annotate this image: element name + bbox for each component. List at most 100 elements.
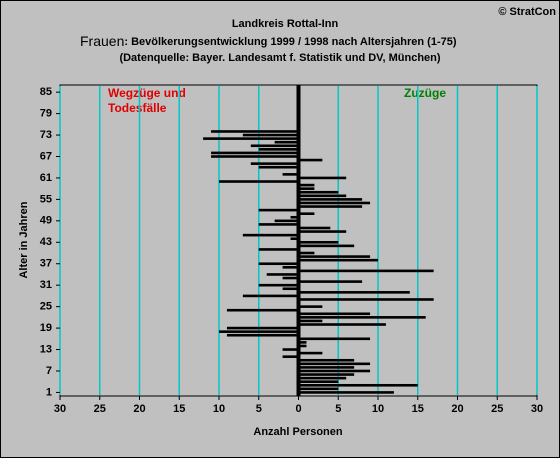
x-tick-label: 0 (295, 403, 301, 415)
bar (258, 148, 299, 151)
copyright: © StratCon (498, 6, 556, 18)
chart-title: Landkreis Rottal-Inn (232, 18, 339, 30)
bar (298, 323, 386, 326)
bar (242, 133, 299, 137)
bar (298, 344, 307, 348)
y-axis-label: Alter in Jahren (18, 201, 30, 278)
y-tick-label: 79 (40, 108, 52, 120)
bar (258, 208, 299, 212)
y-tick-label: 37 (40, 258, 52, 270)
bar (298, 240, 339, 244)
bar (282, 287, 299, 291)
bar (298, 376, 347, 380)
x-tick-label: 30 (531, 403, 543, 415)
bar (282, 348, 299, 351)
x-tick-label: 25 (491, 403, 503, 415)
annotation-left: Todesfälle (108, 101, 167, 115)
bar (274, 140, 299, 144)
bar (250, 162, 299, 165)
y-tick-label: 67 (40, 150, 52, 162)
x-tick-label: 15 (412, 403, 424, 415)
bar (298, 366, 355, 369)
bar (203, 137, 299, 140)
bar (250, 144, 299, 148)
bar (242, 294, 299, 298)
x-tick-label: 20 (451, 403, 463, 415)
bar (298, 380, 339, 384)
bar (298, 198, 363, 201)
y-tick-label: 31 (40, 279, 52, 291)
bar (298, 387, 339, 391)
bar (258, 262, 299, 266)
bar (219, 180, 299, 183)
bar (298, 373, 355, 376)
x-axis-label: Anzahl Personen (253, 426, 343, 438)
bar (290, 215, 299, 219)
bar (211, 130, 299, 133)
x-tick-label: 10 (213, 403, 225, 415)
y-tick-label: 61 (40, 172, 52, 184)
y-tick-label: 85 (40, 86, 52, 98)
bar (298, 337, 371, 341)
bar (226, 308, 299, 312)
y-tick-label: 49 (40, 215, 52, 227)
x-tick-label: 25 (94, 403, 106, 415)
bar (274, 219, 299, 223)
y-tick-label: 55 (40, 193, 52, 205)
y-tick-label: 73 (40, 129, 52, 141)
x-tick-label: 5 (335, 403, 341, 415)
bar (226, 326, 299, 330)
bar (298, 298, 434, 301)
bar (298, 316, 426, 319)
bar (298, 291, 410, 294)
subtitle-lead: Frauen (80, 33, 124, 49)
bar (298, 269, 434, 273)
annotation-left: Wegzüge und (108, 86, 186, 100)
bar (211, 155, 299, 158)
bar (298, 183, 315, 187)
bar (298, 230, 347, 233)
bar (298, 319, 323, 323)
chart-subtitle: Frauen: Bevölkerungsentwicklung 1999 / 1… (80, 33, 457, 49)
bar (211, 151, 299, 155)
bar (298, 280, 363, 283)
bar (298, 201, 371, 205)
y-tick-label: 13 (40, 343, 52, 355)
x-tick-label: 15 (173, 403, 185, 415)
bar (298, 255, 371, 258)
bar (258, 223, 299, 226)
bar (298, 176, 347, 180)
bar (298, 258, 378, 262)
source: (Datenquelle: Bayer. Landesamt f. Statis… (119, 52, 440, 64)
bar (258, 248, 299, 251)
bar (282, 276, 299, 280)
bar (298, 251, 315, 255)
bar (298, 158, 323, 162)
annotation-right: Zuzüge (404, 86, 446, 100)
bar (298, 212, 315, 215)
bar (282, 266, 299, 269)
bar (266, 273, 299, 276)
subtitle: : Bevölkerungsentwicklung 1999 / 1998 na… (124, 36, 456, 48)
bar (298, 358, 355, 362)
bar (282, 173, 299, 176)
bar (298, 369, 371, 373)
bar (298, 244, 355, 248)
bar (219, 330, 299, 333)
bar (242, 233, 299, 237)
bar (298, 312, 371, 316)
bar (298, 187, 315, 190)
bar (298, 194, 347, 198)
y-tick-label: 7 (46, 365, 52, 377)
bar (298, 341, 307, 344)
bar (282, 355, 299, 358)
y-tick-label: 19 (40, 322, 52, 334)
bar (298, 351, 323, 355)
x-tick-label: 20 (133, 403, 145, 415)
bar (298, 305, 323, 308)
bar (258, 283, 299, 287)
x-tick-label: 10 (372, 403, 384, 415)
x-tick-label: 30 (54, 403, 66, 415)
bar (226, 333, 299, 337)
